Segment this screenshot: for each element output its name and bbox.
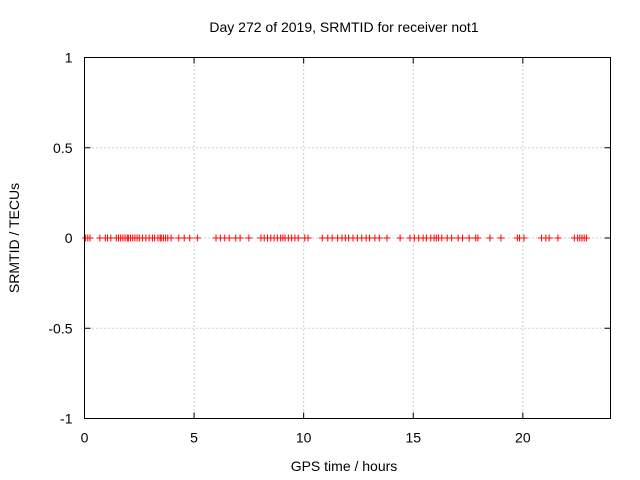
data-point [186,234,194,242]
data-point [304,234,312,242]
x-tick-label: 0 [81,430,89,446]
points-layer [82,234,590,242]
chart-title: Day 272 of 2019, SRMTID for receiver not… [209,19,478,35]
data-point [465,234,473,242]
x-tick-label: 20 [515,430,531,446]
data-point [486,234,494,242]
y-tick-label: 0.5 [53,140,73,156]
x-axis-label: GPS time / hours [291,458,398,474]
data-point [245,234,253,242]
data-point [474,234,482,242]
data-point [236,234,244,242]
data-point [383,234,391,242]
data-point [193,234,201,242]
data-point [545,234,553,242]
data-point [582,234,590,242]
x-tick-label: 15 [405,430,421,446]
data-point [554,234,562,242]
y-tick-label: -1 [60,411,73,427]
y-tick-label: -0.5 [48,320,72,336]
data-point [497,234,505,242]
data-point [396,234,404,242]
ticks-layer: 0 5 10 15 20 -1 -0.5 0 0.5 1 [48,50,611,446]
y-tick-label: 1 [65,50,73,66]
data-point [225,234,233,242]
data-point [375,234,383,242]
plot-frame [84,57,611,419]
y-axis-label: SRMTID / TECUs [6,183,22,293]
data-point [459,234,467,242]
data-point [294,234,302,242]
data-point [448,234,456,242]
data-point [167,234,175,242]
y-tick-label: 0 [65,230,73,246]
data-point [86,234,94,242]
x-tick-label: 5 [190,430,198,446]
data-point [520,234,528,242]
x-tick-label: 10 [296,430,312,446]
